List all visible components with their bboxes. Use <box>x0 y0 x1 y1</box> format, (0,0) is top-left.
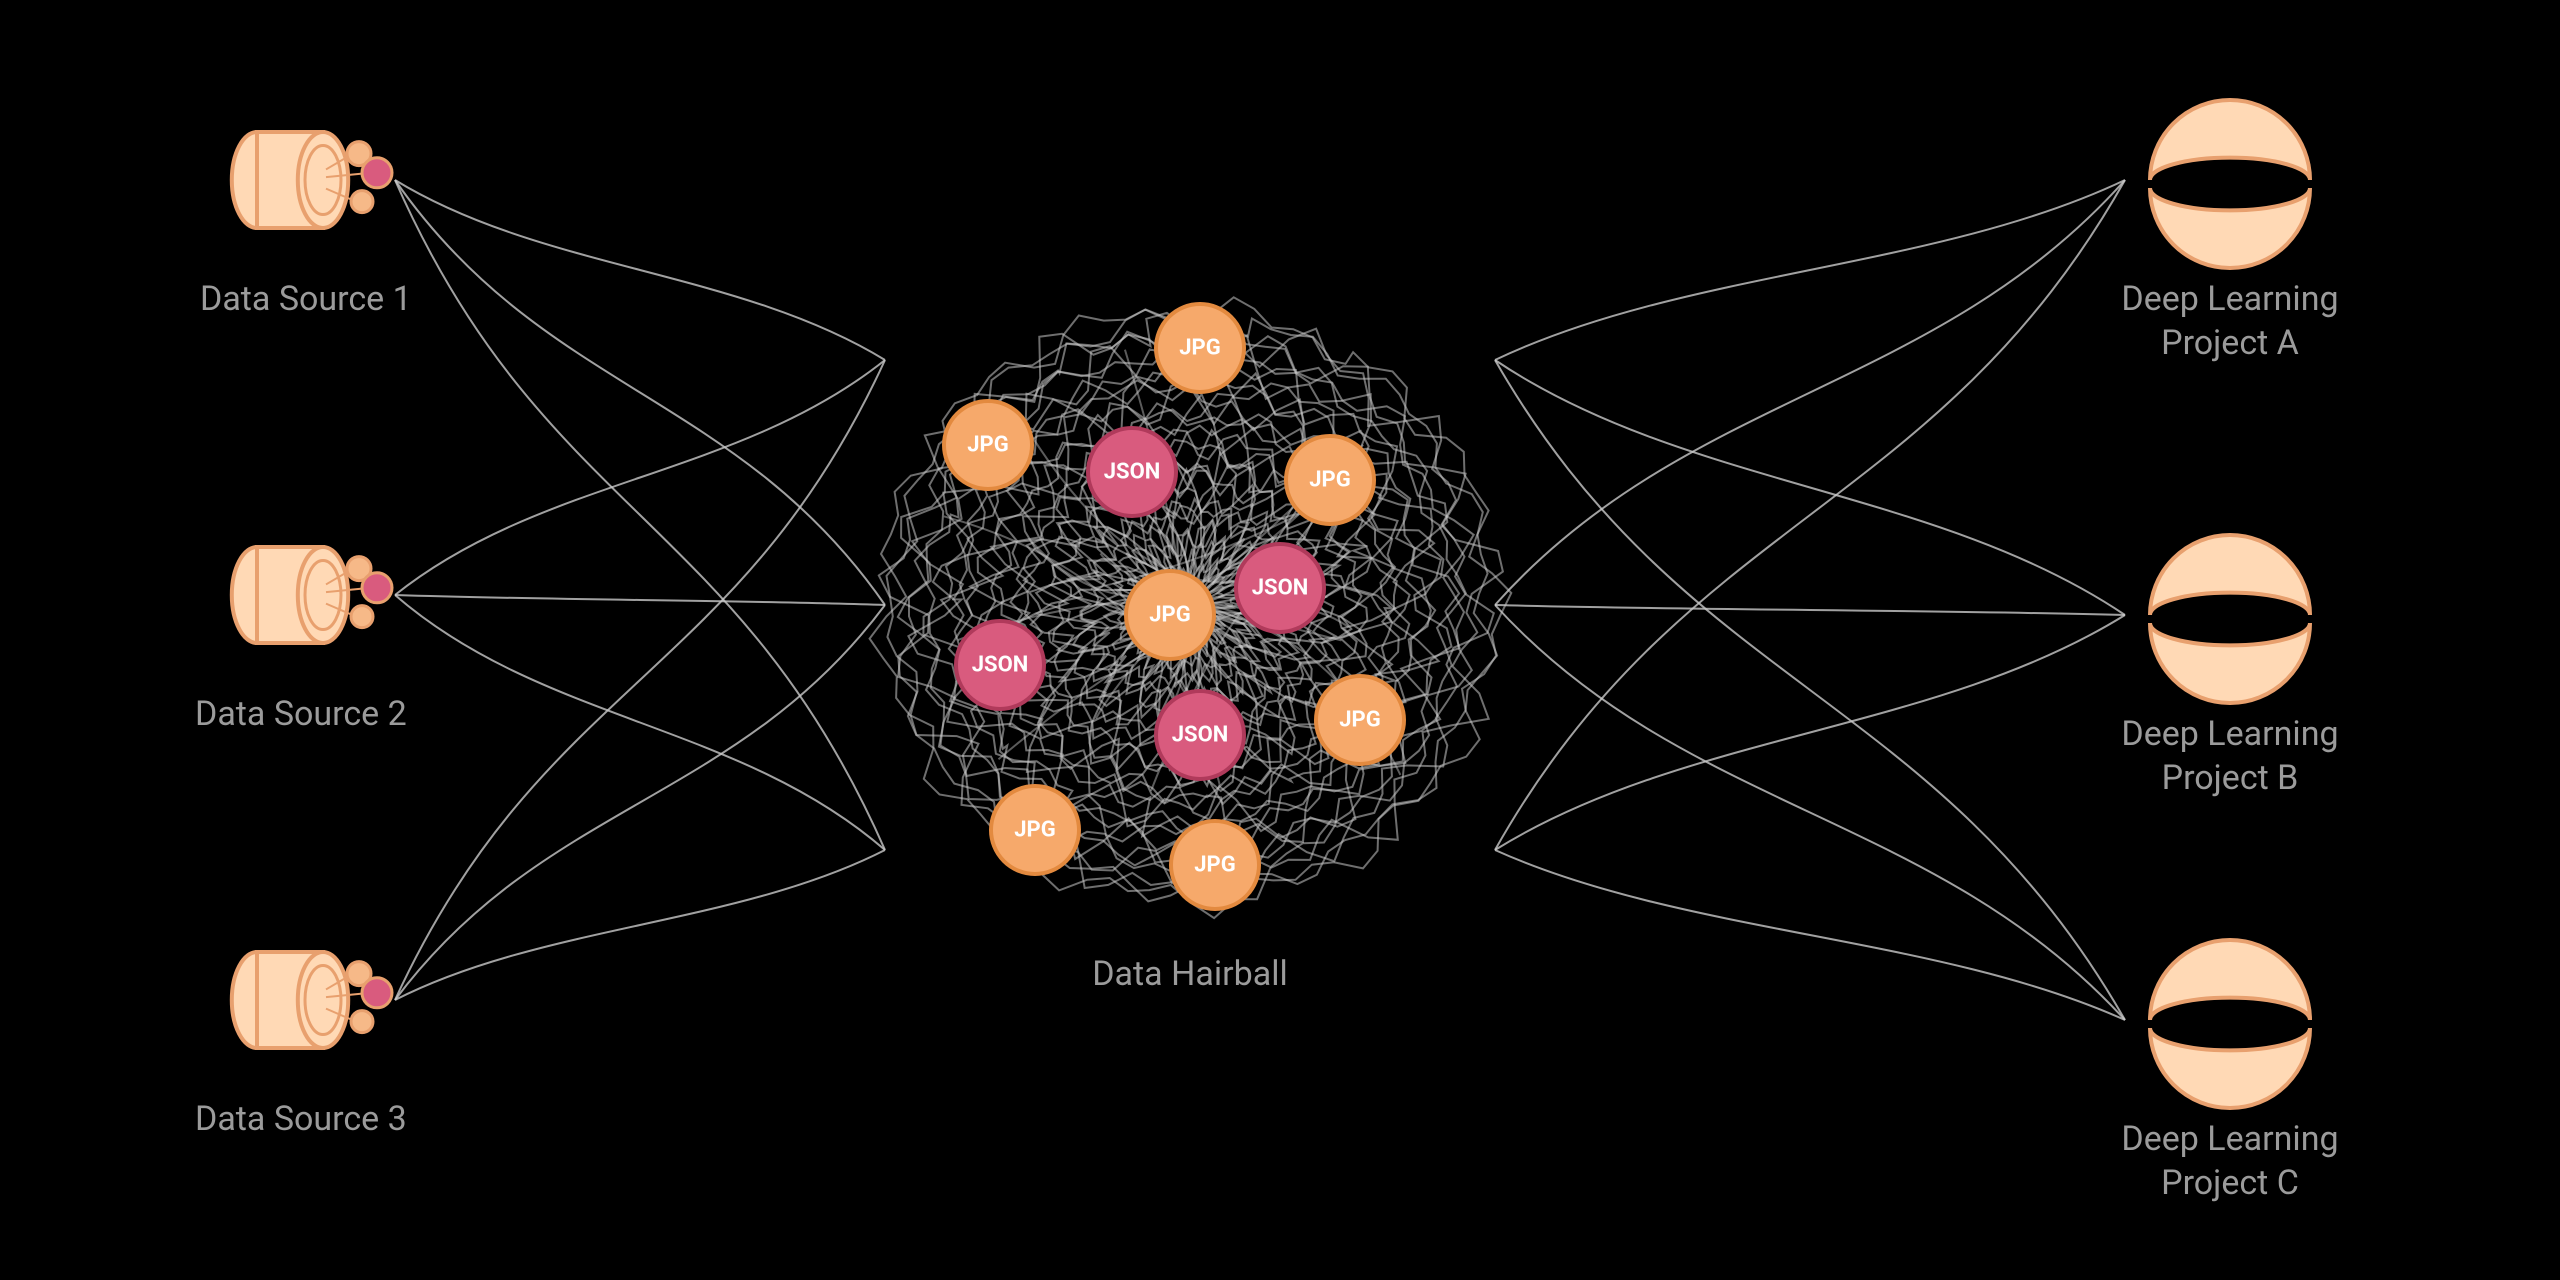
data-source-label: Data Source 1 <box>200 279 412 319</box>
file-type-label: JSON <box>1252 576 1309 601</box>
json-node: JSON <box>956 621 1044 709</box>
project-label-line2: Project C <box>2161 1163 2299 1203</box>
json-node: JSON <box>1088 428 1176 516</box>
jpg-node: JPG <box>1156 304 1244 392</box>
jpg-node: JPG <box>1171 821 1259 909</box>
data-source-label: Data Source 2 <box>195 694 407 734</box>
json-node: JSON <box>1236 544 1324 632</box>
file-type-label: JSON <box>1104 460 1161 485</box>
jpg-node: JPG <box>1286 436 1374 524</box>
project-label-line1: Deep Learning <box>2121 1119 2338 1159</box>
project-sphere-icon <box>2150 940 2310 1108</box>
json-node: JSON <box>1156 691 1244 779</box>
data-source-icon <box>232 952 392 1048</box>
file-type-label: JPG <box>1149 603 1190 628</box>
project-label-line1: Deep Learning <box>2121 714 2338 754</box>
data-source-icon <box>232 132 392 228</box>
file-type-label: JPG <box>1339 708 1380 733</box>
project-label-line2: Project A <box>2161 323 2299 363</box>
file-type-label: JPG <box>1309 468 1350 493</box>
jpg-node: JPG <box>991 786 1079 874</box>
project-sphere-icon <box>2150 100 2310 268</box>
hairball-label: Data Hairball <box>1092 954 1288 994</box>
project-sphere-icon <box>2150 535 2310 703</box>
jpg-node: JPG <box>1126 571 1214 659</box>
jpg-node: JPG <box>944 401 1032 489</box>
file-type-label: JPG <box>967 433 1008 458</box>
project-label-line1: Deep Learning <box>2121 279 2338 319</box>
file-type-label: JSON <box>1172 723 1229 748</box>
file-type-label: JPG <box>1014 818 1055 843</box>
file-type-label: JSON <box>972 653 1029 678</box>
data-source-icon <box>232 547 392 643</box>
file-type-label: JPG <box>1194 853 1235 878</box>
jpg-node: JPG <box>1316 676 1404 764</box>
project-label-line2: Project B <box>2162 758 2299 798</box>
data-source-label: Data Source 3 <box>195 1099 407 1139</box>
file-type-label: JPG <box>1179 336 1220 361</box>
